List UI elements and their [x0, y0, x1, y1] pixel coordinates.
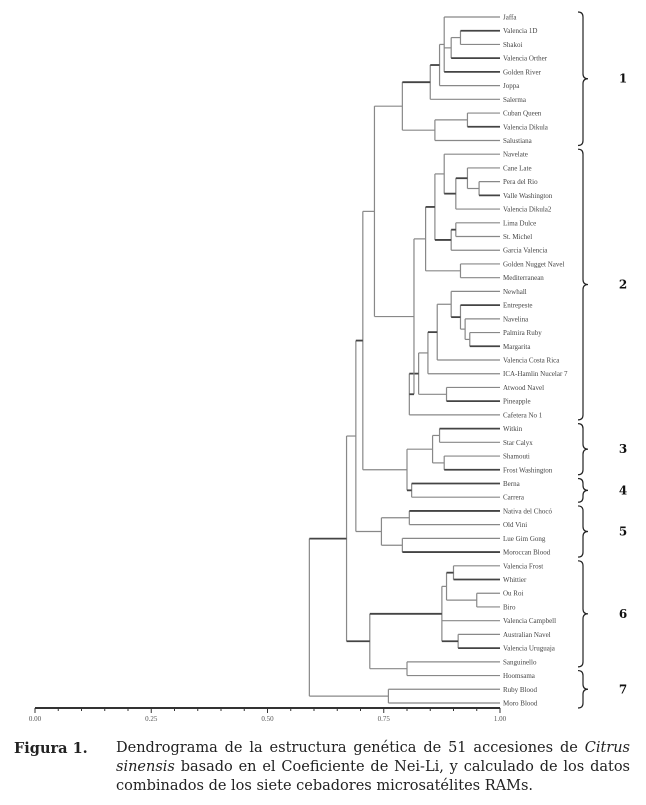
cluster-group-brackets: 1 2 3 4 5 6 7 — [577, 11, 627, 709]
leaf-label: Valencia 1D — [503, 27, 537, 35]
group-label: 5 — [619, 525, 627, 539]
leaf-label: Carrera — [503, 494, 525, 502]
group-bracket — [577, 669, 589, 709]
x-axis: 0.00 0.25 0.50 0.75 1.00 — [29, 707, 507, 723]
leaf-label: Witkin — [503, 425, 523, 433]
leaf-label: Whittier — [503, 576, 527, 584]
leaf-label: Pera del Rio — [503, 178, 538, 186]
leaf-label: Lue Gim Gong — [503, 535, 546, 543]
leaf-label: Nativa del Chocó — [503, 507, 552, 515]
leaf-label: Cafetera No 1 — [503, 411, 543, 419]
leaf-label: ICA-Hamlin Nucelar 7 — [503, 370, 568, 378]
x-tick-label: 1.00 — [494, 715, 507, 723]
leaf-label: Ou Roi — [503, 590, 523, 598]
leaf-label: Biro — [503, 603, 516, 611]
leaf-label: Valle Washington — [503, 192, 553, 200]
leaf-label: Valencia Uruguaja — [503, 645, 556, 653]
leaf-label: Salustiana — [503, 137, 533, 145]
group-label: 2 — [619, 278, 627, 292]
group-bracket — [577, 505, 589, 558]
leaf-label: Entrepeste — [503, 302, 533, 310]
leaf-label: Cuban Queen — [503, 110, 542, 118]
x-tick-label: 0.00 — [29, 715, 42, 723]
leaf-label: Joppa — [503, 82, 520, 90]
leaf-label: Mediterranean — [503, 274, 544, 282]
leaf-label: Star Calyx — [503, 439, 533, 447]
leaf-label: Berna — [503, 480, 521, 488]
group-bracket — [577, 11, 589, 147]
leaf-label: Cane Late — [503, 164, 532, 172]
leaf-label: Navelina — [503, 315, 529, 323]
leaf-label: Moroccan Blood — [503, 549, 551, 557]
x-tick-label: 0.50 — [261, 715, 274, 723]
caption-lead: Figura 1. — [14, 740, 88, 757]
group-label: 1 — [619, 72, 627, 86]
leaf-label: Sanguinello — [503, 658, 537, 666]
leaf-label: Pineapple — [503, 398, 531, 406]
leaf-label: Frost Washington — [503, 466, 553, 474]
x-tick-label: 0.25 — [145, 715, 158, 723]
leaf-label: Newhall — [503, 288, 527, 296]
leaf-label: Old Vini — [503, 521, 527, 529]
leaf-labels: Jaffa Valencia 1D Shakoi Valencia Orther Gol… — [503, 14, 568, 708]
leaf-label: Valencia Dikula — [503, 123, 549, 131]
x-tick-label: 0.75 — [378, 715, 391, 723]
figure-caption: Figura 1. Dendrograma de la estructura g… — [14, 739, 630, 796]
group-bracket — [577, 423, 589, 476]
leaf-label: Australian Navel — [503, 631, 551, 639]
leaf-label: Moro Blood — [503, 700, 538, 708]
group-bracket — [577, 148, 589, 421]
leaf-label: Shakoi — [503, 41, 523, 49]
group-label: 6 — [619, 607, 627, 621]
leaf-label: St. Michel — [503, 233, 532, 241]
leaf-label: Valencia Orther — [503, 55, 548, 63]
leaf-label: Ruby Blood — [503, 686, 538, 694]
group-bracket — [577, 477, 589, 503]
group-label: 4 — [619, 483, 627, 497]
group-bracket — [577, 560, 589, 668]
dendrogram-branches — [308, 16, 500, 704]
leaf-label: Palmira Ruby — [503, 329, 542, 337]
leaf-label: Valencia Costa Rica — [503, 357, 560, 365]
leaf-label: Golden Nugget Navel — [503, 260, 564, 268]
leaf-label: Valencia Frost — [503, 562, 543, 570]
leaf-label: Golden River — [503, 68, 542, 76]
caption-species: Citrus sinensis — [116, 740, 630, 775]
group-label: 3 — [619, 442, 627, 456]
leaf-label: Margarita — [503, 343, 531, 351]
leaf-label: Salerma — [503, 96, 527, 104]
caption-text-1: Dendrograma de la estructura genética de… — [116, 740, 585, 756]
leaf-label: Atwood Navel — [503, 384, 544, 392]
leaf-label: Valencia Dikula2 — [503, 206, 552, 214]
leaf-label: Garcia Valencia — [503, 247, 548, 255]
leaf-label: Lima Dulce — [503, 219, 536, 227]
dendrogram-chart: Jaffa Valencia 1D Shakoi Valencia Orther Gol… — [29, 11, 627, 723]
caption-body: Dendrograma de la estructura genética de… — [116, 739, 630, 796]
leaf-label: Valencia Campbell — [503, 617, 556, 625]
leaf-label: Shamouti — [503, 453, 530, 461]
leaf-label: Hoomsama — [503, 672, 536, 680]
leaf-label: Jaffa — [503, 14, 517, 22]
caption-text-2: basado en el Coeficiente de Nei-Li, y ca… — [116, 759, 630, 794]
leaf-label: Navelate — [503, 151, 528, 159]
group-label: 7 — [619, 682, 627, 696]
